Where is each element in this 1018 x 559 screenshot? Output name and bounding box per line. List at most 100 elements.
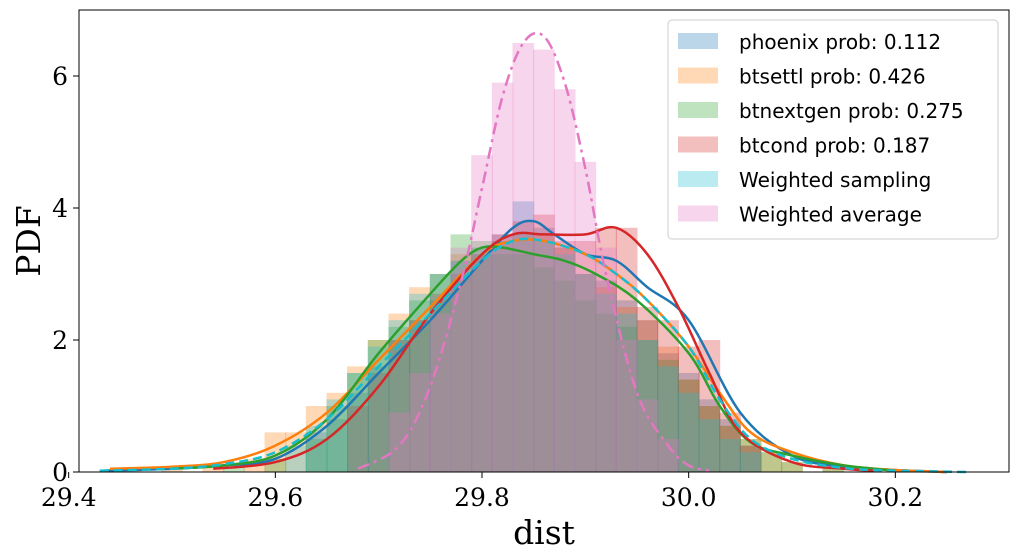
hist-bar-series-4: [615, 313, 638, 472]
x-axis-label: dist: [513, 513, 575, 552]
hist-bar-series-2: [677, 379, 700, 472]
hist-bar-series-1: [636, 320, 659, 472]
hist-bar-series-0: [533, 227, 555, 472]
x-tick-label: 30.2: [867, 483, 923, 512]
hist-bar-series-1: [367, 340, 390, 472]
hist-bar-series-0: [512, 201, 535, 472]
hist-bar-series-4: [533, 241, 555, 472]
hist-bar-series-3: [533, 214, 555, 472]
hist-bar-series-5: [388, 412, 411, 472]
hist-bar-series-3: [657, 320, 679, 472]
hist-bar-series-1: [347, 366, 369, 472]
x-tick-label: 29.6: [247, 483, 303, 512]
hist-bar-series-4: [574, 274, 597, 472]
hist-bar-series-0: [471, 254, 493, 472]
hist-bar-series-5: [491, 82, 514, 472]
hist-bar-series-0: [657, 353, 679, 472]
hist-bar-series-3: [553, 241, 576, 472]
hist-bar-series-4: [657, 366, 679, 472]
hist-bar-series-5: [574, 161, 597, 473]
hist-bar-series-2: [719, 425, 741, 472]
hist-bar-series-1: [429, 274, 452, 472]
hist-bar-series-2: [739, 439, 762, 472]
hist-bar-series-4: [471, 247, 493, 472]
hist-bar-series-0: [429, 300, 452, 472]
x-axis-ticks: 29.4 29.6 29.8 30.0 30.2: [41, 472, 923, 512]
hist-bar-series-2: [698, 406, 721, 472]
hist-bar-series-0: [595, 280, 617, 472]
hist-bar-series-3: [367, 373, 390, 472]
hist-bar-series-3: [347, 406, 369, 472]
y-tick-label: 2: [52, 326, 68, 355]
legend-swatch: [678, 33, 718, 49]
hist-bar-series-2: [636, 340, 659, 472]
hist-bar-series-4: [450, 260, 473, 472]
hist-bar-series-2: [533, 267, 555, 472]
x-tick-label: 29.4: [41, 483, 97, 512]
kde-line-series-1: [109, 238, 948, 474]
legend-label: btsettl prob: 0.426: [739, 65, 926, 89]
hist-bar-series-3: [574, 241, 597, 472]
hist-bar-series-1: [698, 406, 721, 472]
hist-bar-series-0: [326, 419, 349, 472]
hist-bar-series-3: [739, 445, 762, 472]
hist-bar-series-3: [512, 221, 535, 472]
x-tick-label: 30.0: [661, 483, 717, 512]
hist-bar-series-5: [657, 439, 679, 472]
hist-bar-series-3: [409, 320, 431, 472]
hist-bar-series-1: [161, 468, 183, 472]
hist-bar-series-4: [719, 439, 741, 472]
hist-bar-series-4: [553, 254, 576, 472]
kde-line-series-5: [357, 31, 710, 472]
legend-swatch: [678, 205, 718, 222]
hist-bar-series-4: [698, 419, 721, 472]
legend-label: btnextgen prob: 0.275: [739, 99, 964, 123]
legend-swatch: [678, 67, 718, 84]
hist-bar-series-2: [491, 254, 514, 472]
legend: phoenix prob: 0.112 btsettl prob: 0.426 bt…: [667, 19, 999, 240]
hist-bar-series-3: [450, 274, 473, 472]
hist-bar-series-3: [677, 346, 700, 472]
hist-bar-series-1: [512, 234, 535, 472]
hist-bar-series-1: [719, 425, 741, 472]
hist-bar-series-1: [595, 287, 617, 472]
legend-label: Weighted average: [739, 203, 922, 227]
hist-bar-series-3: [471, 254, 493, 472]
hist-bar-series-1: [657, 346, 679, 472]
y-axis-label: PDF: [9, 205, 48, 277]
hist-bar-series-2: [305, 439, 328, 472]
legend-swatch: [678, 102, 718, 118]
hist-bar-series-0: [347, 392, 369, 472]
hist-bar-series-0: [698, 399, 721, 472]
hist-bar-series-1: [285, 432, 307, 472]
hist-bar-series-3: [595, 227, 617, 472]
y-tick-label: 4: [52, 194, 68, 223]
hist-bar-series-5: [533, 49, 555, 472]
hist-bar-series-2: [574, 300, 597, 472]
hist-bar-series-0: [450, 260, 473, 472]
hist-bar-series-2: [367, 340, 390, 472]
hist-bar-series-0: [615, 300, 638, 472]
hist-bar-series-5: [615, 340, 638, 472]
hist-bar-series-0: [677, 373, 700, 472]
hist-bar-series-1: [739, 439, 762, 472]
legend-frame: [667, 19, 999, 240]
y-tick-label: 6: [52, 62, 68, 91]
hist-bar-series-1: [574, 274, 597, 472]
hist-bar-series-0: [719, 419, 741, 472]
hist-bar-series-0: [553, 247, 576, 472]
hist-bar-series-1: [781, 462, 803, 472]
hist-bar-series-5: [471, 155, 493, 472]
kde-layer: [99, 31, 968, 474]
hist-bar-series-2: [512, 254, 535, 472]
hist-bar-series-4: [429, 274, 452, 472]
hist-bar-series-4: [512, 234, 535, 472]
hist-bar-series-1: [450, 254, 473, 472]
hist-bar-series-3: [429, 293, 452, 472]
hist-bar-series-5: [553, 89, 576, 472]
hist-bar-series-4: [636, 340, 659, 472]
hist-bar-series-1: [471, 247, 493, 472]
hist-bar-series-4: [739, 452, 762, 472]
hist-bar-series-3: [491, 234, 514, 472]
